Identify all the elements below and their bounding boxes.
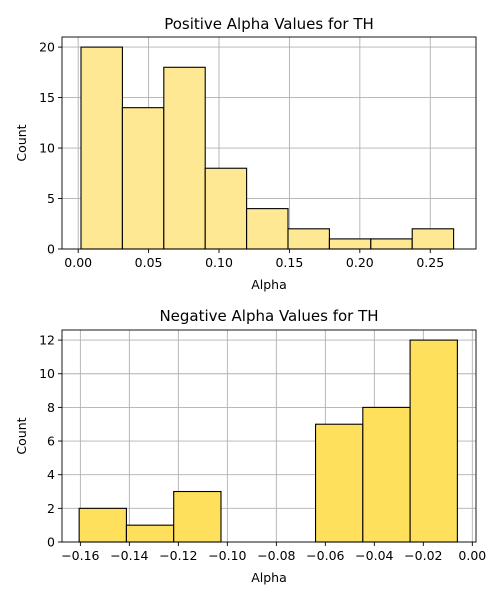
histogram-bar: [125, 524, 175, 543]
x-tick-label: −0.02: [404, 548, 442, 563]
x-tick-label: 0.00: [458, 548, 486, 563]
x-tick-label: −0.16: [61, 548, 99, 563]
chart-title: Positive Alpha Values for TH: [164, 15, 374, 33]
x-axis-label: Alpha: [251, 570, 287, 585]
histogram-bar: [78, 507, 127, 543]
y-tick-label: 6: [47, 434, 55, 449]
histogram-bar: [370, 238, 413, 250]
x-tick-label: 0.20: [346, 255, 374, 270]
y-tick-label: 20: [39, 40, 55, 55]
y-tick-label: 12: [39, 333, 55, 348]
histogram-bar: [287, 228, 330, 250]
x-tick-label: −0.08: [257, 548, 295, 563]
plot-frame: [61, 36, 477, 250]
y-tick-label: 5: [47, 191, 55, 206]
y-tick-label: 15: [39, 90, 55, 105]
negative-alpha-histogram: Negative Alpha Values for TH Alpha Count…: [14, 307, 486, 585]
y-axis-label: Count: [14, 417, 29, 454]
x-tick-label: −0.06: [306, 548, 344, 563]
y-tick-label: 8: [47, 400, 55, 415]
histogram-bar: [411, 228, 455, 250]
plot-frame: [61, 329, 477, 543]
histogram-bar: [328, 238, 372, 250]
positive-alpha-histogram: Positive Alpha Values for TH Alpha Count…: [14, 15, 477, 292]
x-tick-label: −0.04: [355, 548, 393, 563]
y-tick-label: 2: [47, 501, 55, 516]
histogram-bar: [121, 107, 165, 250]
histogram-bar: [362, 406, 411, 543]
histogram-bar: [314, 423, 364, 543]
x-tick-label: 0.05: [135, 255, 163, 270]
histogram-bar: [173, 490, 222, 543]
axes: −0.16 −0.14 −0.12 −0.10 −0.08 −0.06 −0.04 −0.02…: [39, 329, 486, 563]
y-tick-label: 4: [47, 467, 55, 482]
y-tick-label: 10: [39, 141, 55, 156]
x-tick-label: 0.00: [64, 255, 92, 270]
x-tick-label: −0.14: [110, 548, 148, 563]
axes: 0.00 0.05 0.10 0.15 0.20 0.25 0 5 10 15 20: [39, 36, 477, 270]
x-axis-label: Alpha: [251, 277, 287, 292]
y-tick-label: 0: [47, 535, 55, 550]
bars: [80, 46, 455, 250]
y-axis-label: Count: [14, 124, 29, 161]
bars: [78, 339, 458, 543]
x-tick-label: 0.15: [275, 255, 303, 270]
y-tick-label: 0: [47, 242, 55, 257]
y-tick-label: 10: [39, 366, 55, 381]
histogram-bar: [163, 66, 206, 250]
x-tick-label: 0.10: [205, 255, 233, 270]
histogram-bar: [80, 46, 123, 250]
x-tick-label: −0.10: [208, 548, 246, 563]
x-tick-label: 0.25: [416, 255, 444, 270]
histogram-bar: [204, 167, 248, 250]
x-tick-label: −0.12: [159, 548, 197, 563]
histogram-bar: [409, 339, 458, 543]
histogram-bar: [246, 208, 289, 250]
chart-title: Negative Alpha Values for TH: [159, 307, 378, 325]
